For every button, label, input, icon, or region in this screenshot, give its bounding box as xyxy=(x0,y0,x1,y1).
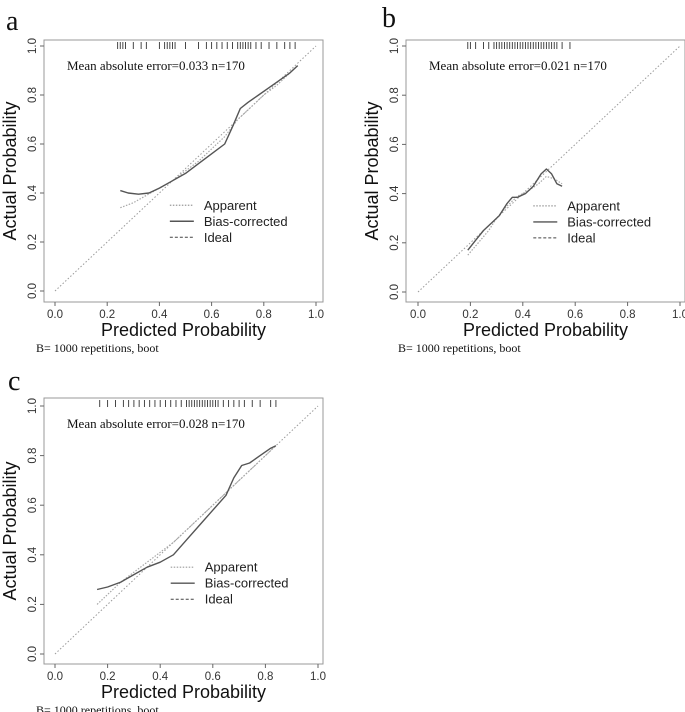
plot-frame xyxy=(43,39,324,303)
x-tick-label: 0.0 xyxy=(47,671,63,683)
caption: B= 1000 repetitions, boot xyxy=(36,341,159,355)
y-tick-label: 1.0 xyxy=(27,398,39,414)
x-tick-label: 0.0 xyxy=(47,309,63,321)
legend-label-ideal: Ideal xyxy=(204,230,232,245)
x-tick-label: 1.0 xyxy=(308,309,324,321)
apparent-curve xyxy=(467,175,563,256)
y-tick-label: 1.0 xyxy=(27,38,39,54)
y-tick-label: 0.0 xyxy=(27,283,39,299)
y-tick-label: 0.4 xyxy=(27,546,39,563)
y-tick-label: 0.8 xyxy=(27,448,39,464)
x-tick-label: 1.0 xyxy=(310,671,326,683)
x-tick-label: 0.4 xyxy=(515,309,532,321)
x-tick-label: 0.4 xyxy=(151,309,168,321)
x-tick-label: 0.6 xyxy=(567,309,583,321)
panel-a: a 0.0 0.2 0.4 0.6 0.8 1.0 0.0 0.2 0.4 0.6 0.8 1.0 Act… xyxy=(0,6,324,355)
x-tick-label: 1.0 xyxy=(672,309,685,321)
x-tick-label: 0.2 xyxy=(462,309,478,321)
plot-frame xyxy=(43,397,324,665)
legend-label-bias: Bias-corrected xyxy=(567,214,651,229)
x-axis-label: Predicted Probability xyxy=(463,320,628,340)
legend-label-apparent: Apparent xyxy=(204,198,257,213)
bias-corrected-curve xyxy=(120,65,299,195)
mae-annotation: Mean absolute error=0.028 n=170 xyxy=(67,416,245,431)
y-tick-label: 0.2 xyxy=(27,596,39,612)
y-tick-label: 0.6 xyxy=(389,136,401,152)
y-tick-label: 0.0 xyxy=(389,284,401,300)
panel-letter: c xyxy=(8,366,20,397)
y-tick-label: 0.2 xyxy=(27,234,39,250)
legend-label-bias: Bias-corrected xyxy=(205,576,289,591)
legend-label-apparent: Apparent xyxy=(567,198,620,213)
x-tick-label: 0.0 xyxy=(410,309,426,321)
mae-annotation: Mean absolute error=0.021 n=170 xyxy=(429,58,607,73)
y-axis-label: Actual Probability xyxy=(362,101,382,240)
y-tick-label: 0.2 xyxy=(389,235,401,251)
legend-label-apparent: Apparent xyxy=(205,560,258,575)
y-tick-label: 0.6 xyxy=(27,497,39,513)
y-tick-label: 0.4 xyxy=(27,184,39,201)
x-tick-label: 0.2 xyxy=(100,671,116,683)
y-axis-label: Actual Probability xyxy=(0,461,20,600)
plot-frame xyxy=(405,39,685,303)
panel-b: b 0.0 0.2 0.4 0.6 0.8 1.0 0.0 0.2 0.4 0.6 0.8 1.0 Act… xyxy=(362,3,685,355)
y-tick-label: 0.8 xyxy=(389,87,401,103)
x-axis-label: Predicted Probability xyxy=(101,682,266,702)
panel-c: c 0.0 0.2 0.4 0.6 0.8 1.0 0.0 0.2 0.4 0.6 0.8 1.0 Act… xyxy=(0,366,326,712)
legend-label-ideal: Ideal xyxy=(567,230,595,245)
y-tick-label: 1.0 xyxy=(389,38,401,54)
ideal-line xyxy=(417,45,681,293)
mae-annotation: Mean absolute error=0.033 n=170 xyxy=(67,58,245,73)
y-axis-label: Actual Probability xyxy=(0,101,20,240)
y-tick-label: 0.8 xyxy=(27,87,39,103)
y-tick-label: 0.6 xyxy=(27,136,39,152)
x-tick-label: 0.6 xyxy=(205,671,221,683)
panel-letter: b xyxy=(382,3,396,34)
x-axis-label: Predicted Probability xyxy=(101,320,266,340)
x-tick-label: 0.8 xyxy=(256,309,272,321)
legend-label-bias: Bias-corrected xyxy=(204,214,288,229)
caption: B= 1000 repetitions, boot xyxy=(398,341,521,355)
bias-corrected-curve xyxy=(96,445,277,591)
y-tick-label: 0.0 xyxy=(27,646,39,662)
x-tick-label: 0.2 xyxy=(99,309,115,321)
ideal-line xyxy=(54,405,319,655)
x-tick-label: 0.8 xyxy=(620,309,636,321)
x-tick-label: 0.8 xyxy=(257,671,273,683)
legend-label-ideal: Ideal xyxy=(205,592,233,607)
x-tick-label: 0.6 xyxy=(204,309,220,321)
y-tick-label: 0.4 xyxy=(389,185,401,202)
bias-corrected-curve xyxy=(467,168,563,251)
ideal-line xyxy=(54,45,317,292)
caption: B= 1000 repetitions, boot xyxy=(36,703,159,712)
panel-letter: a xyxy=(6,6,19,37)
x-tick-label: 0.4 xyxy=(152,671,169,683)
